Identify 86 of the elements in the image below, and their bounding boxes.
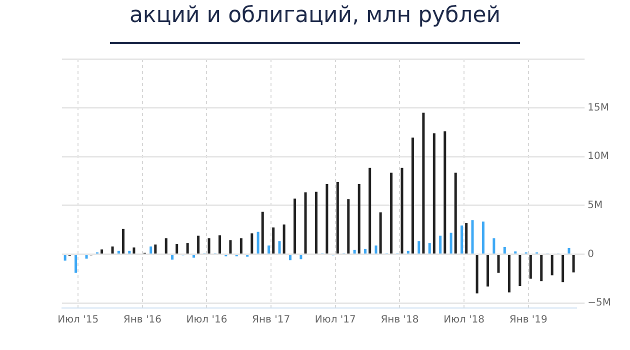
bar xyxy=(471,220,474,254)
bar xyxy=(364,248,367,254)
bar xyxy=(250,233,254,254)
x-tick-label: Янв '16 xyxy=(123,314,162,326)
bar xyxy=(422,112,425,254)
x-tick-label: Янв '18 xyxy=(380,314,419,326)
bar xyxy=(186,243,189,254)
bar xyxy=(465,223,468,254)
x-tick-label: Июл '15 xyxy=(58,314,99,326)
bar xyxy=(278,241,281,254)
bar xyxy=(476,255,478,294)
bar xyxy=(171,255,174,260)
bar xyxy=(304,192,307,254)
bar xyxy=(518,255,522,286)
bar xyxy=(111,246,114,254)
bar xyxy=(272,227,275,254)
bar xyxy=(482,222,484,254)
bar xyxy=(572,255,575,272)
bar xyxy=(400,168,404,254)
bar xyxy=(117,250,120,254)
bar xyxy=(74,255,78,273)
bar xyxy=(326,184,328,254)
bar xyxy=(164,238,168,254)
bar xyxy=(460,225,464,254)
bar xyxy=(64,255,66,261)
bar xyxy=(282,224,286,254)
bar xyxy=(294,198,296,254)
bar xyxy=(268,246,270,254)
bar xyxy=(406,250,410,254)
bar xyxy=(122,228,124,254)
bar xyxy=(444,131,446,254)
y-tick-label: 0 xyxy=(588,248,594,260)
bar xyxy=(529,255,532,279)
bar xyxy=(374,246,378,254)
bar xyxy=(390,172,393,254)
bar xyxy=(218,235,221,254)
x-tick-label: Июл '18 xyxy=(444,314,485,326)
bar xyxy=(492,238,496,254)
bar xyxy=(358,184,360,254)
bar xyxy=(176,244,178,254)
bar xyxy=(132,247,136,254)
bar xyxy=(192,255,195,258)
y-tick-label: 10M xyxy=(588,151,609,162)
y-tick-label: 15M xyxy=(588,102,609,114)
bar xyxy=(353,250,356,254)
bar xyxy=(486,255,490,287)
bar xyxy=(432,133,436,254)
bar xyxy=(439,236,442,254)
bar xyxy=(128,250,131,254)
bar xyxy=(208,238,210,254)
bar xyxy=(503,246,506,254)
bar xyxy=(229,240,232,254)
bar xyxy=(368,168,372,254)
bar xyxy=(418,241,420,254)
x-tick-label: Июл '17 xyxy=(314,314,356,326)
chart-title: акций и облигаций, млн рублей xyxy=(128,2,502,30)
bar xyxy=(154,244,157,254)
bar xyxy=(261,212,264,254)
bar xyxy=(347,199,350,254)
bar xyxy=(100,249,104,254)
bar xyxy=(379,212,382,254)
bar xyxy=(450,232,452,254)
bar xyxy=(497,255,500,273)
bar xyxy=(540,255,543,282)
bar xyxy=(568,248,570,254)
bar xyxy=(514,251,517,254)
bar xyxy=(197,236,200,254)
bar xyxy=(428,243,431,254)
bar xyxy=(314,192,318,254)
bar xyxy=(288,255,292,260)
y-tick-label: 5M xyxy=(588,200,603,212)
bar xyxy=(550,255,554,276)
bar xyxy=(336,182,339,254)
bar xyxy=(256,232,260,254)
y-tick-label: −5M xyxy=(588,298,612,309)
bar xyxy=(240,238,242,254)
bar xyxy=(85,255,88,259)
x-tick-label: Янв '17 xyxy=(252,314,290,326)
bar xyxy=(562,255,564,282)
x-tick-label: Янв '19 xyxy=(509,314,548,326)
x-tick-label: Июл '16 xyxy=(186,314,228,326)
bar xyxy=(300,255,302,260)
bar xyxy=(454,172,457,254)
bar xyxy=(411,138,414,254)
bar xyxy=(508,255,510,292)
bar xyxy=(150,246,152,254)
